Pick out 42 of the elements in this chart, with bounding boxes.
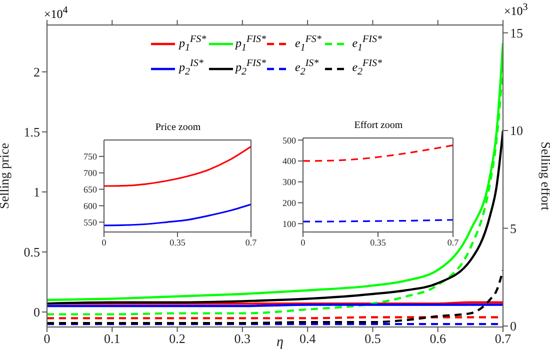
y-tick-label: 650 (84, 184, 98, 194)
y-tick-label: 400 (282, 156, 296, 166)
y2-tick-label: 0 (510, 318, 516, 334)
y-tick-label: 1.5 (24, 124, 40, 140)
chart-title: Price zoom (154, 122, 202, 133)
x-tick-label: 0.7 (245, 237, 258, 248)
x-tick-label: 0.35 (170, 237, 186, 248)
x-tick-label: 0.2 (169, 331, 186, 346)
y-tick-label: 600 (84, 200, 98, 211)
x-tick-label: 0 (300, 237, 306, 248)
x-axis-title: η (276, 335, 284, 350)
line-series (104, 204, 251, 226)
x-tick-label: 0.7 (494, 331, 512, 346)
text: ×10$^{4}$ (44, 5, 68, 22)
x-tick-label: 0.3 (234, 331, 251, 346)
y2-tick-label: 15 (510, 25, 523, 40)
y2-tick-label: 5 (510, 220, 516, 236)
x-tick-label: 0.35 (370, 237, 386, 248)
y-tick-label: 700 (84, 168, 98, 178)
text: ×10$^{3}$ (504, 2, 528, 19)
x-tick-label: 0.7 (447, 237, 460, 248)
line-series (47, 130, 503, 305)
y2-tick-label: 10 (510, 123, 523, 138)
y-tick-label: 1 (34, 184, 40, 200)
x-tick-label: 0 (44, 331, 50, 346)
x-tick-label: 0.6 (430, 331, 446, 346)
line-series (47, 269, 503, 324)
x-tick-label: 0.4 (299, 331, 316, 346)
x-tick-label: 0 (102, 237, 107, 248)
y-tick-label: 2 (34, 64, 40, 80)
x-tick-label: 0.5 (364, 331, 381, 346)
line-series (303, 144, 453, 162)
y-tick-label: 500 (282, 135, 296, 146)
y-tick-label: 550 (84, 217, 98, 228)
y-tick-label: 750 (84, 152, 98, 162)
y-tick-label: 100 (282, 218, 296, 229)
y-tick-label: 0 (34, 304, 40, 320)
line-series (104, 146, 251, 187)
chart-title: Effort zoom (353, 120, 404, 131)
x-tick-label: 0.1 (104, 331, 120, 346)
y-tick-label: 200 (282, 198, 296, 208)
y-tick-label: 300 (282, 177, 296, 188)
